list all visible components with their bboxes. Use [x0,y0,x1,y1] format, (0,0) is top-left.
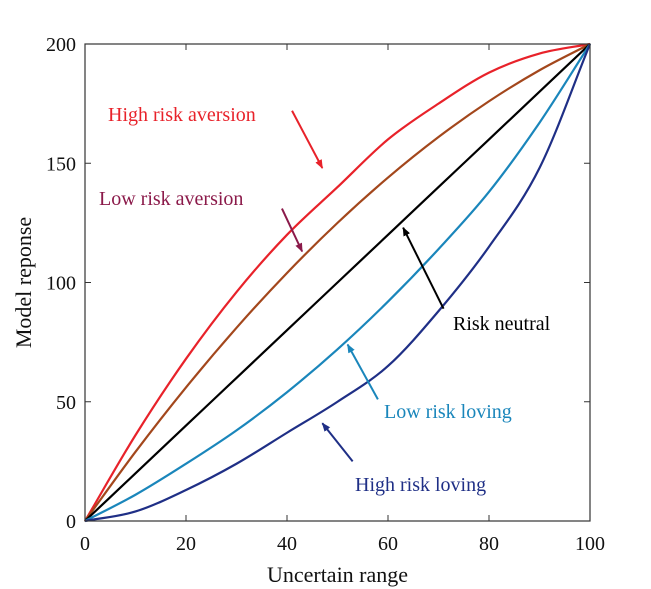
y-tick-label-200: 200 [46,34,76,56]
annotation-arrow-high-risk-aversion [291,110,324,169]
annotation-label-high-risk-loving: High risk loving [355,474,486,496]
annotation-label-low-risk-loving: Low risk loving [384,401,512,423]
tick-layer: 0 20 40 60 80 100 0 50 100 150 200 [46,34,605,555]
series-line-low-risk-loving [84,43,591,522]
x-tick-label-80: 80 [479,533,499,555]
annotation-label-high-risk-aversion: High risk aversion [108,104,256,126]
y-tick-label-0: 0 [66,511,76,533]
series-layer [84,42,592,523]
annotation-arrow-risk-neutral [402,226,445,310]
y-tick-label-100: 100 [46,273,76,295]
y-tick-label-150: 150 [46,153,76,175]
annotation-layer: High risk aversion Low risk aversion Risk … [99,104,551,496]
annotation-arrow-high-risk-loving [321,422,354,462]
y-axis-title: Model reponse [11,217,36,348]
series-line-risk-neutral [84,43,591,522]
x-tick-label-20: 20 [176,533,196,555]
x-tick-label-0: 0 [80,533,90,555]
x-tick-label-40: 40 [277,533,297,555]
x-tick-label-100: 100 [575,533,605,555]
series-line-high-risk-loving [84,43,592,523]
annotation-label-low-risk-aversion: Low risk aversion [99,188,243,210]
annotation-label-risk-neutral: Risk neutral [453,313,551,335]
annotation-arrow-low-risk-loving [346,343,379,400]
x-tick-label-60: 60 [378,533,398,555]
y-tick-label-50: 50 [56,392,76,414]
series-line-high-risk-aversion [84,42,591,522]
annotation-arrow-low-risk-aversion [281,208,304,253]
series-line-low-risk-aversion [84,43,591,522]
x-axis-title: Uncertain range [267,562,408,587]
